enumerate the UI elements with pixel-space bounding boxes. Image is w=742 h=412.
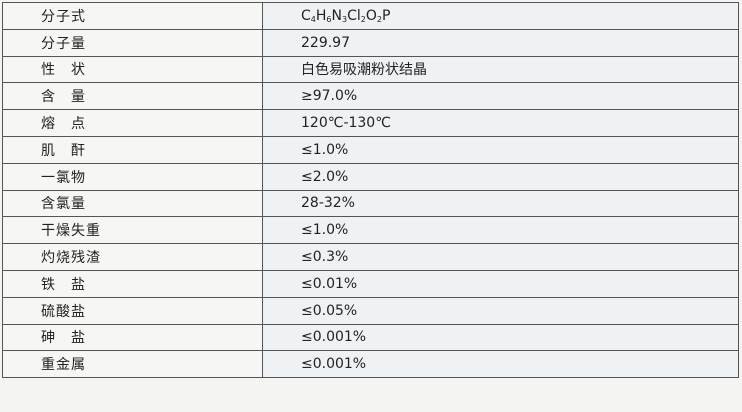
property-label: 分子式 — [2, 2, 263, 30]
property-value: ≤0.3% — [262, 243, 739, 271]
table-row: 肌 酐 ≤1.0% — [2, 135, 739, 164]
property-value: ≤0.001% — [262, 350, 739, 379]
property-label: 硫酸盐 — [2, 296, 263, 325]
property-label: 分子量 — [2, 28, 263, 57]
property-label: 重金属 — [2, 350, 263, 379]
property-label: 一氯物 — [2, 162, 263, 191]
table-row: 砷 盐 ≤0.001% — [2, 323, 739, 352]
property-value: ≤0.01% — [262, 269, 739, 298]
table-row: 分子式 C4H6N3Cl2O2P — [2, 2, 739, 30]
property-label: 含 量 — [2, 82, 263, 111]
property-value: C4H6N3Cl2O2P — [262, 2, 739, 30]
table-row: 灼烧残渣 ≤0.3% — [2, 243, 739, 271]
property-value: ≤2.0% — [262, 162, 739, 191]
table-row: 性 状白色易吸潮粉状结晶 — [2, 55, 739, 84]
table-row: 重金属 ≤0.001% — [2, 350, 739, 379]
property-value: 白色易吸潮粉状结晶 — [262, 55, 739, 84]
table-row: 含氯量 28-32% — [2, 189, 739, 218]
table-row: 分子量 229.97 — [2, 28, 739, 57]
table-row: 含 量 ≥97.0% — [2, 82, 739, 111]
table-row: 干燥失重 ≤1.0% — [2, 216, 739, 245]
property-label: 含氯量 — [2, 189, 263, 218]
property-value: ≥97.0% — [262, 82, 739, 111]
property-label: 性 状 — [2, 55, 263, 84]
spec-table: 分子式 C4H6N3Cl2O2P 分子量 229.97 性 状白色易吸潮粉状结晶含 量 ≥… — [2, 2, 739, 379]
property-label: 砷 盐 — [2, 323, 263, 352]
property-value: ≤1.0% — [262, 216, 739, 245]
property-label: 铁 盐 — [2, 269, 263, 298]
table-row: 硫酸盐 ≤0.05% — [2, 296, 739, 325]
property-label: 熔 点 — [2, 109, 263, 137]
property-value: 120℃-130℃ — [262, 109, 739, 137]
property-value: ≤0.05% — [262, 296, 739, 325]
table-row: 铁 盐 ≤0.01% — [2, 269, 739, 298]
property-label: 肌 酐 — [2, 135, 263, 164]
table-row: 熔 点 120℃-130℃ — [2, 109, 739, 137]
property-label: 干燥失重 — [2, 216, 263, 245]
property-value: 28-32% — [262, 189, 739, 218]
property-label: 灼烧残渣 — [2, 243, 263, 271]
property-value: 229.97 — [262, 28, 739, 57]
table-row: 一氯物 ≤2.0% — [2, 162, 739, 191]
property-value: ≤1.0% — [262, 135, 739, 164]
property-value: ≤0.001% — [262, 323, 739, 352]
